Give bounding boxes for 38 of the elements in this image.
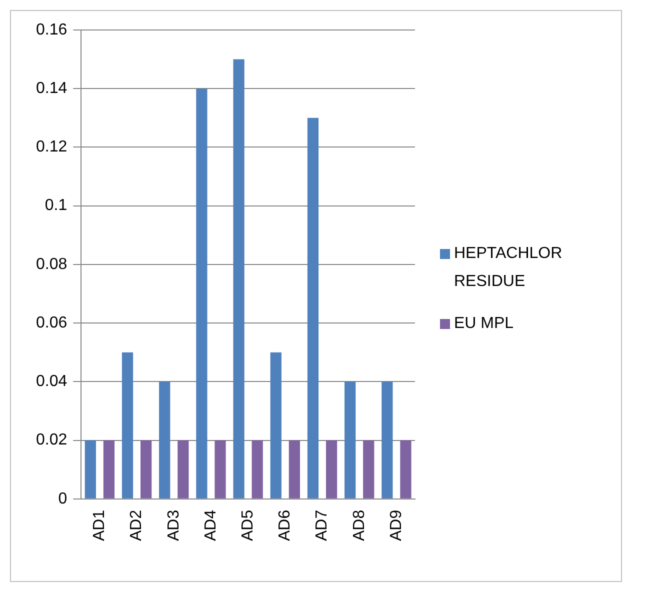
x-tick-label: AD7 (314, 510, 331, 541)
y-tick-label: 0.02 (36, 432, 68, 449)
y-tick-label: 0.16 (36, 21, 68, 38)
bar (326, 440, 338, 498)
bar (307, 118, 319, 498)
x-tick-label: AD1 (91, 510, 108, 541)
x-tick-label: AD5 (239, 510, 256, 541)
x-tick-label: AD3 (165, 510, 182, 541)
y-tick-label: 0.12 (36, 138, 68, 156)
bar (288, 440, 300, 498)
bar (270, 352, 282, 498)
y-tick-label: 0.1 (44, 197, 68, 214)
bar (344, 382, 356, 498)
y-tick-label: 0.06 (36, 314, 68, 332)
bar (196, 88, 208, 498)
bar (233, 59, 244, 498)
x-tick-label: AD6 (276, 510, 294, 541)
x-tick-label: AD4 (202, 510, 220, 541)
bar (122, 352, 134, 498)
bar (252, 440, 263, 498)
legend-label: HEPTACHLOR RESIDUE (454, 244, 564, 292)
bar (363, 440, 374, 498)
bar (84, 440, 96, 498)
y-tick-label: 0 (58, 490, 68, 508)
x-tick-label: AD2 (128, 510, 146, 541)
y-tick-label: 0.14 (36, 80, 68, 98)
x-tick-label: AD8 (350, 510, 368, 541)
bar (178, 440, 189, 498)
bar (140, 440, 152, 498)
y-tick-label: 0.08 (36, 256, 68, 273)
bar (214, 440, 226, 498)
bar (382, 382, 393, 498)
bar (103, 440, 115, 498)
x-tick-label: AD9 (388, 510, 405, 541)
bar (159, 382, 170, 498)
legend-label: EU MPL (454, 314, 514, 334)
y-tick-label: 0.04 (36, 373, 68, 390)
bar (400, 440, 412, 498)
